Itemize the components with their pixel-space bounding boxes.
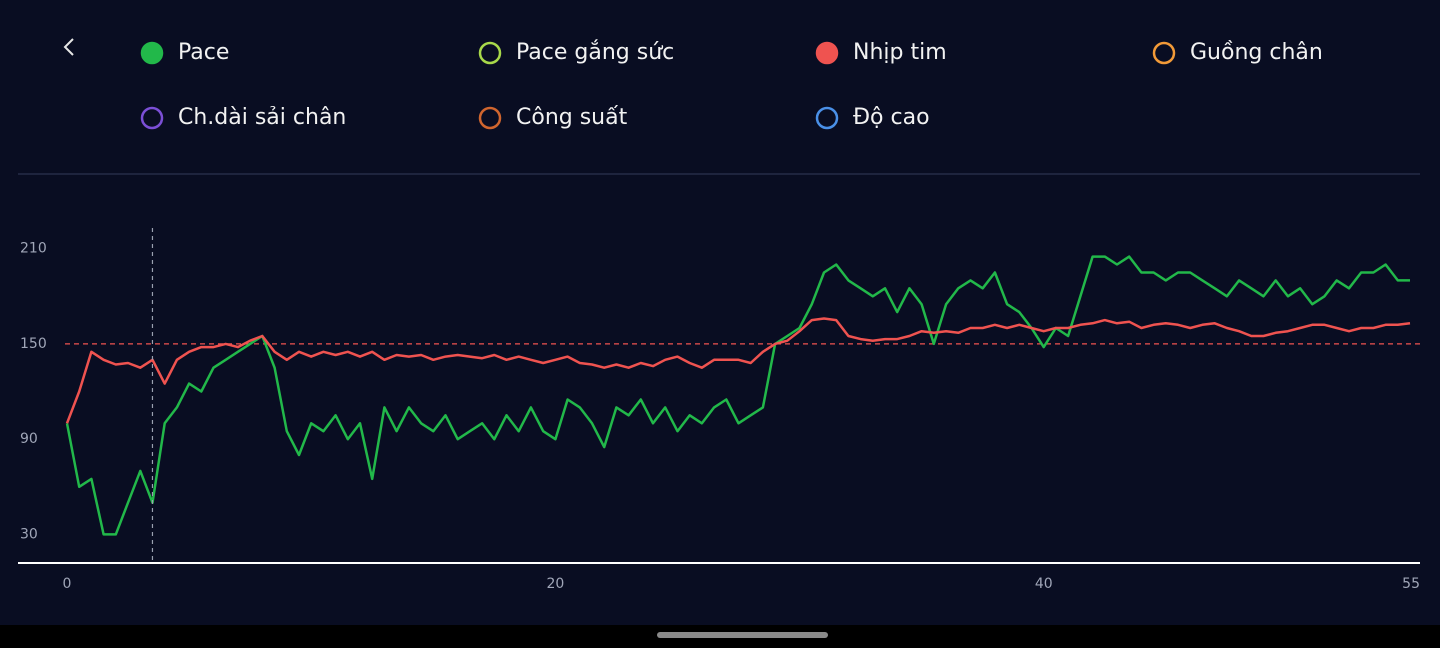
x-tick-label: 55 [1402,576,1420,592]
legend-marker[interactable] [815,106,839,130]
legend-label[interactable]: Ch.dài sải chân [178,105,346,130]
legend-marker[interactable] [815,41,839,65]
legend-label[interactable]: Độ cao [853,105,930,130]
legend-label[interactable]: Pace [178,40,229,65]
y-tick-label: 150 [20,336,47,352]
legend-marker[interactable] [1152,41,1176,65]
series-line [65,317,1411,424]
legend-marker[interactable] [478,41,502,65]
x-tick-label: 40 [1035,576,1053,592]
back-button[interactable] [63,38,74,56]
home-indicator[interactable] [657,632,828,638]
x-tick-label: 0 [63,576,72,592]
legend-marker[interactable] [140,41,164,65]
y-tick-label: 30 [20,526,38,542]
legend-label[interactable]: Nhịp tim [853,40,947,65]
legend-marker[interactable] [478,106,502,130]
x-tick-label: 20 [546,576,564,592]
series-line [65,255,1410,536]
legend-label[interactable]: Công suất [516,105,628,130]
y-tick-label: 90 [20,431,38,447]
legend-marker[interactable] [140,106,164,130]
legend-label[interactable]: Pace gắng sức [516,40,674,65]
legend-label[interactable]: Guồng chân [1190,40,1323,65]
y-tick-label: 210 [20,241,47,257]
